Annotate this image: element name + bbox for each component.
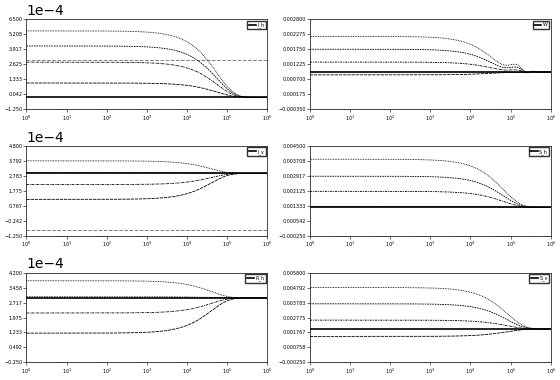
Legend: I_h: I_h: [247, 21, 266, 29]
Legend: S_h: S_h: [529, 147, 549, 156]
Legend: S_v: S_v: [529, 274, 549, 283]
Legend: R_h: R_h: [245, 274, 266, 283]
Legend: I_v: I_v: [248, 147, 266, 156]
Legend: W: W: [533, 21, 549, 29]
